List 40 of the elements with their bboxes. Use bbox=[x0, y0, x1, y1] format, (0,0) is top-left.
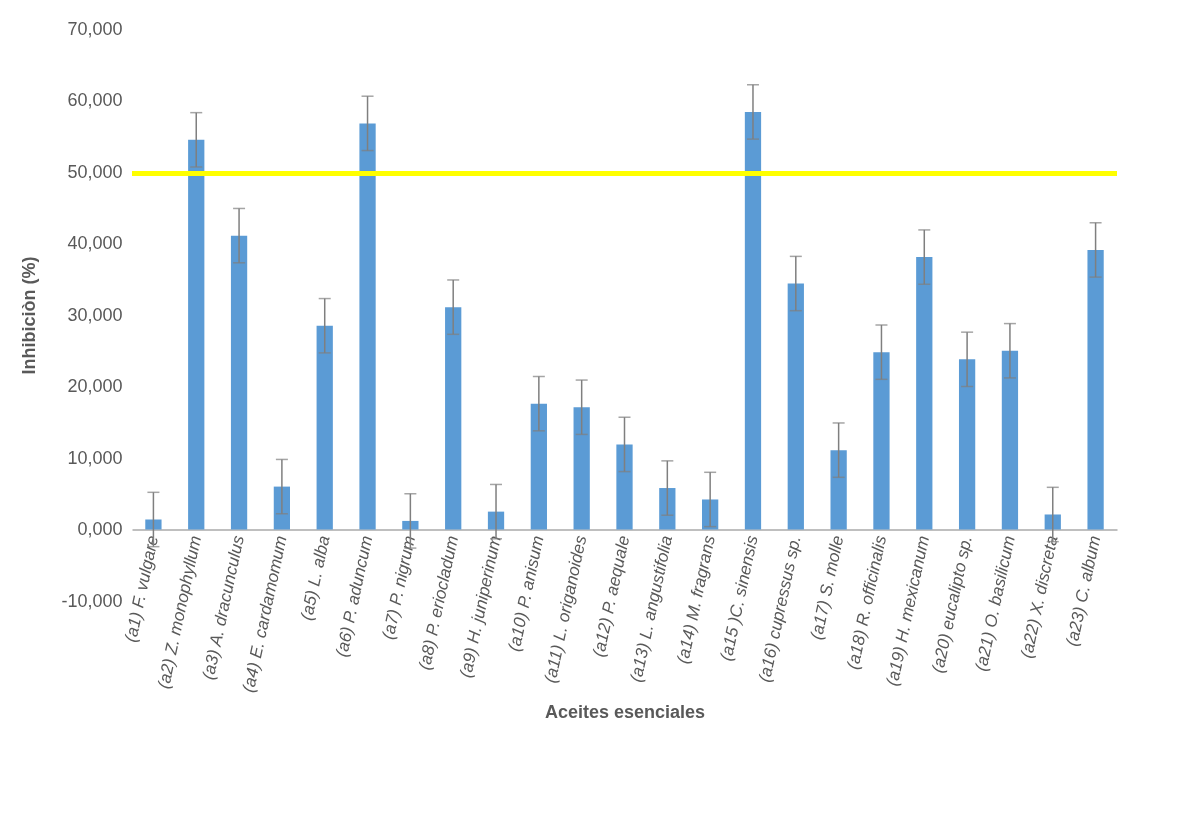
bar bbox=[1087, 249, 1104, 530]
y-tick-label: -10,000 bbox=[61, 590, 123, 611]
x-tick-label: (a6) P. aduncum bbox=[332, 533, 377, 659]
bar bbox=[230, 235, 248, 530]
bar bbox=[316, 325, 333, 530]
x-tick-label: (a12) P. aequale bbox=[589, 533, 634, 659]
x-tick-label: (a10) P. anisum bbox=[504, 533, 548, 654]
bar bbox=[787, 283, 804, 530]
bar bbox=[830, 450, 847, 530]
bar bbox=[744, 111, 762, 530]
bar bbox=[402, 520, 419, 530]
bar bbox=[188, 139, 205, 530]
x-tick-label: (a5) L. alba bbox=[297, 533, 334, 622]
y-axis-title: Inhibiciòn (%) bbox=[19, 256, 40, 375]
y-tick-label: 0,000 bbox=[77, 519, 123, 539]
y-tick-label: 10,000 bbox=[67, 447, 123, 468]
bar bbox=[1001, 350, 1019, 530]
x-tick-label: (a22) X. discreta bbox=[1017, 533, 1062, 660]
bar bbox=[659, 488, 676, 530]
bar bbox=[145, 519, 162, 530]
y-tick-label: 70,000 bbox=[67, 18, 123, 39]
bar bbox=[616, 444, 633, 530]
x-tick-label: (a23) C. album bbox=[1062, 533, 1105, 648]
bar bbox=[445, 307, 462, 530]
y-tick-label: 50,000 bbox=[67, 161, 123, 182]
bar bbox=[958, 359, 976, 530]
bar bbox=[273, 486, 291, 530]
x-tick-label: (a7) P. nigrum bbox=[378, 533, 420, 642]
y-tick-label: 30,000 bbox=[67, 304, 123, 325]
bar bbox=[573, 407, 590, 530]
x-tick-label: (a20) eucalipto sp. bbox=[928, 533, 976, 675]
y-tick-label: 20,000 bbox=[67, 376, 123, 396]
bar bbox=[916, 257, 933, 530]
x-tick-label: (a1) F. vulgare bbox=[121, 533, 163, 644]
bar bbox=[530, 403, 547, 530]
bar bbox=[359, 123, 376, 530]
x-axis-title: Aceites esenciales bbox=[544, 701, 706, 722]
y-tick-label: 60,000 bbox=[67, 90, 123, 110]
bar bbox=[873, 352, 890, 530]
y-tick-label: 40,000 bbox=[67, 233, 123, 253]
